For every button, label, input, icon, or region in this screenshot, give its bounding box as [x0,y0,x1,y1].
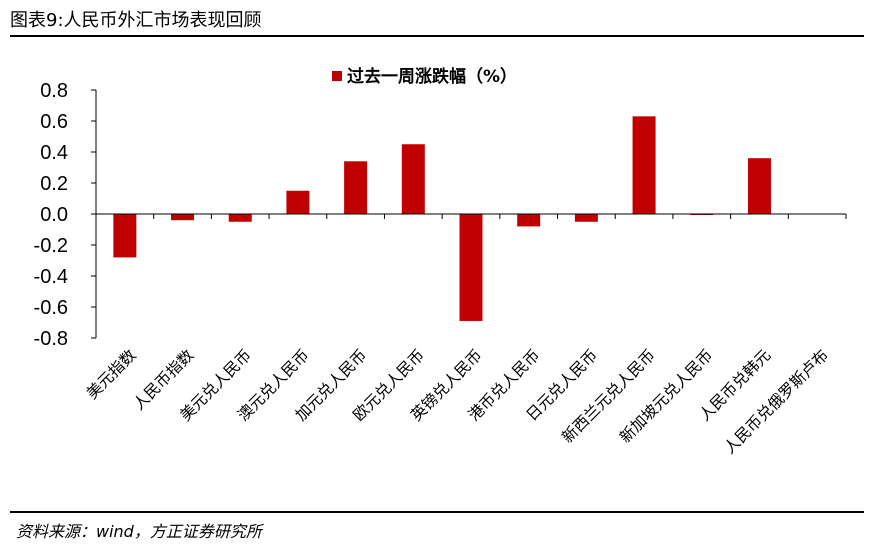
legend-label: 过去一周涨跌幅（%） [347,66,517,87]
y-tick-label: -0.4 [34,266,68,288]
y-tick-label: 0.4 [40,142,68,164]
bar [517,214,541,227]
y-tick-label: -0.6 [34,297,68,319]
source-note: 资料来源：wind，方正证券研究所 [16,522,262,541]
bar [286,190,310,214]
chart-legend: 过去一周涨跌幅（%） [332,66,517,87]
x-tick-label: 美元指数 [83,346,140,403]
legend-swatch [332,71,342,81]
y-tick-label: 0.2 [40,173,68,195]
x-tick-label: 人民币兑俄罗斯卢布 [721,346,832,457]
bar [459,214,483,321]
bar [344,161,368,214]
y-tick-label: -0.8 [34,328,68,350]
bar-chart: 过去一周涨跌幅（%） 0.8 0.6 0.4 0.2 0.0 -0.2 -0.4 -0.6 -0… [34,66,847,457]
bar [228,214,252,222]
bar [632,116,656,214]
bar [747,158,771,214]
y-tick-label: 0.8 [40,80,68,102]
y-tick-label: -0.2 [34,235,68,257]
bar [171,214,195,221]
bar [401,144,425,214]
bar [574,214,598,222]
top-rule [10,35,864,37]
bottom-rule [10,511,864,513]
y-axis: 0.8 0.6 0.4 0.2 0.0 -0.2 -0.4 -0.6 -0.8 [34,80,97,350]
bar [113,214,137,258]
figure-title: 图表9:人民币外汇市场表现回顾 [10,10,262,31]
y-tick-label: 0.6 [40,111,68,133]
y-tick-label: 0.0 [40,204,68,226]
